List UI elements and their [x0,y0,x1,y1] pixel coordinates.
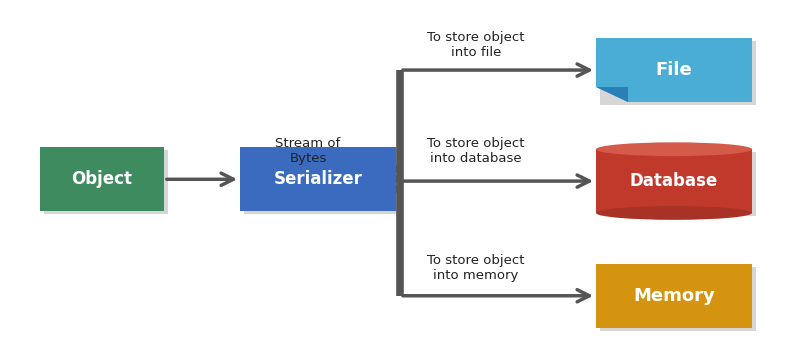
FancyBboxPatch shape [596,264,752,328]
Text: File: File [656,61,692,79]
Ellipse shape [596,142,752,156]
Text: Stream of
Bytes: Stream of Bytes [275,137,341,165]
Text: To store object
into file: To store object into file [427,32,525,59]
Polygon shape [596,87,628,102]
FancyBboxPatch shape [40,147,164,211]
Bar [596,149,752,213]
Text: To store object
into memory: To store object into memory [427,254,525,281]
Text: To store object
into database: To store object into database [427,137,525,165]
Text: Database: Database [630,172,718,190]
FancyBboxPatch shape [240,147,396,211]
Ellipse shape [596,206,752,220]
Text: Object: Object [71,170,133,188]
FancyBboxPatch shape [44,150,168,214]
FancyBboxPatch shape [600,41,756,105]
Text: Memory: Memory [633,287,715,305]
FancyBboxPatch shape [600,267,756,331]
Text: Serializer: Serializer [274,170,362,188]
FancyBboxPatch shape [244,150,400,214]
FancyBboxPatch shape [600,152,756,216]
Polygon shape [596,38,752,102]
